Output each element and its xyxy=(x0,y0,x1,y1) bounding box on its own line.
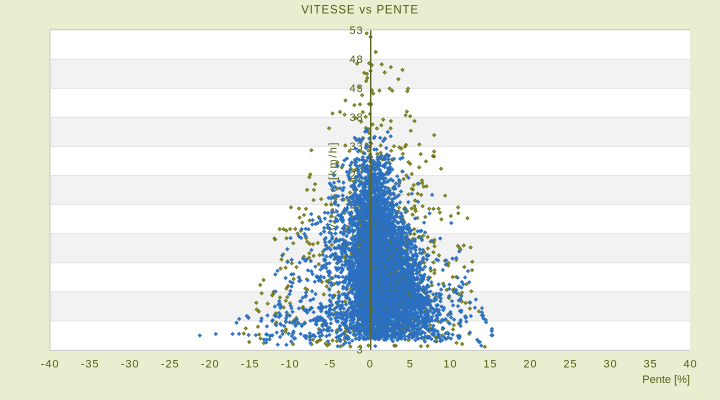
svg-text:-5: -5 xyxy=(325,359,337,371)
svg-text:3: 3 xyxy=(356,316,363,328)
svg-text:48: 48 xyxy=(349,54,363,66)
svg-text:30: 30 xyxy=(603,359,617,371)
svg-text:3: 3 xyxy=(356,345,363,357)
svg-text:35: 35 xyxy=(643,359,657,371)
svg-text:-10: -10 xyxy=(281,359,300,371)
svg-text:Vitesse [km/h]: Vitesse [km/h] xyxy=(328,141,340,231)
svg-text:-30: -30 xyxy=(121,359,140,371)
svg-text:10: 10 xyxy=(443,359,457,371)
svg-text:20: 20 xyxy=(523,359,537,371)
svg-text:15: 15 xyxy=(483,359,497,371)
svg-text:-15: -15 xyxy=(241,359,260,371)
svg-text:-40: -40 xyxy=(41,359,60,371)
svg-text:40: 40 xyxy=(683,359,697,371)
svg-text:-25: -25 xyxy=(161,359,180,371)
svg-text:-35: -35 xyxy=(81,359,100,371)
svg-text:53: 53 xyxy=(349,25,363,37)
svg-text:25: 25 xyxy=(563,359,577,371)
svg-text:Pente [%]: Pente [%] xyxy=(642,374,690,386)
svg-text:43: 43 xyxy=(349,83,363,95)
svg-text:0: 0 xyxy=(367,359,374,371)
svg-text:VITESSE vs PENTE: VITESSE vs PENTE xyxy=(301,5,419,17)
svg-text:-20: -20 xyxy=(201,359,220,371)
svg-text:5: 5 xyxy=(407,359,414,371)
